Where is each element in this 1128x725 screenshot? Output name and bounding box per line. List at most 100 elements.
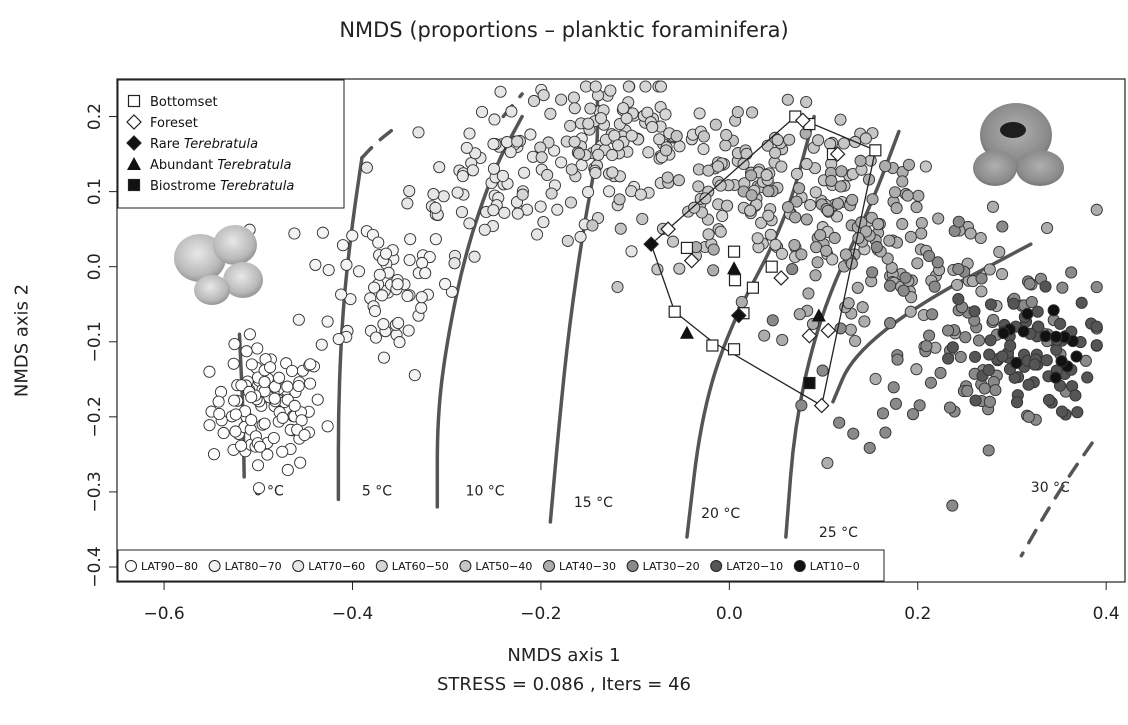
data-point <box>500 136 514 149</box>
data-point <box>468 250 481 263</box>
data-point <box>913 399 926 412</box>
x-tick-label: 0.2 <box>904 604 931 624</box>
data-point <box>946 341 959 354</box>
data-point <box>842 297 855 310</box>
data-point <box>762 185 775 198</box>
data-point <box>653 133 666 146</box>
data-point <box>634 188 647 201</box>
data-point <box>890 202 903 215</box>
data-point <box>309 258 322 271</box>
data-point <box>735 295 748 308</box>
data-point <box>498 206 511 219</box>
data-point <box>1090 320 1103 333</box>
data-point <box>828 231 841 245</box>
data-point <box>731 105 744 119</box>
rare-terebratula-point <box>730 307 747 324</box>
x-tick-label: 0.4 <box>1093 604 1120 624</box>
data-point <box>745 169 758 182</box>
data-point <box>456 170 469 183</box>
data-point <box>487 162 500 175</box>
x-tick-label: −0.2 <box>520 604 561 624</box>
data-point <box>518 166 531 179</box>
data-point <box>311 393 324 406</box>
data-point <box>340 258 353 271</box>
legend-marker <box>125 560 137 572</box>
data-point <box>415 291 428 304</box>
bottomset-point <box>746 281 759 294</box>
data-point <box>902 158 915 171</box>
data-point <box>373 268 386 281</box>
data-point <box>251 342 264 355</box>
data-point <box>826 253 839 266</box>
data-point <box>402 324 415 337</box>
y-tick-label: −0.2 <box>85 396 105 437</box>
data-point <box>951 278 964 291</box>
data-point <box>268 392 281 405</box>
data-point <box>1039 330 1052 343</box>
data-point <box>437 190 450 203</box>
legend-symbol <box>126 135 142 151</box>
data-point <box>393 336 406 349</box>
data-point <box>258 417 271 430</box>
data-point <box>496 169 509 182</box>
data-point <box>276 411 289 424</box>
data-point <box>858 315 871 328</box>
data-point <box>989 384 1002 397</box>
data-point <box>281 380 294 393</box>
data-point <box>611 280 624 294</box>
data-point <box>261 448 274 461</box>
data-point <box>245 358 258 371</box>
data-point <box>910 363 923 376</box>
data-point <box>883 279 897 292</box>
data-point <box>781 93 794 106</box>
data-point <box>946 499 959 512</box>
data-point <box>969 350 982 363</box>
data-point <box>910 201 923 214</box>
data-point <box>804 198 817 212</box>
data-point <box>322 263 335 277</box>
data-point <box>213 407 226 420</box>
data-point <box>1023 277 1036 290</box>
data-point <box>978 382 991 395</box>
data-point <box>534 200 547 213</box>
data-point <box>846 193 859 206</box>
fossil-samples <box>643 110 882 414</box>
isotherm-lines: 0 °C 5 °C 10 °C15 °C20 °C25 °C30 °C <box>237 92 1094 558</box>
data-point <box>463 127 476 140</box>
data-point <box>276 445 289 458</box>
data-point <box>252 482 266 495</box>
data-point <box>996 220 1009 233</box>
data-point <box>1032 320 1045 333</box>
data-point <box>455 206 469 219</box>
data-point <box>821 204 835 217</box>
data-point <box>972 334 986 347</box>
data-point <box>524 128 537 141</box>
data-point <box>666 235 680 248</box>
legend-symbol <box>127 178 141 192</box>
bottomset-point <box>668 305 681 318</box>
isotherm-line <box>360 126 397 160</box>
data-point <box>1041 221 1054 235</box>
data-point <box>896 175 909 188</box>
data-point <box>267 431 280 445</box>
data-point <box>961 384 974 397</box>
data-point <box>415 301 428 314</box>
latitude-legend: LAT90−80 LAT80−70 LAT70−60 LAT60−50 LAT50−40… <box>117 549 885 582</box>
data-point <box>281 463 294 477</box>
data-point <box>928 280 941 293</box>
data-point <box>567 91 580 104</box>
data-point <box>551 203 564 216</box>
scatter-points <box>203 80 1103 512</box>
data-point <box>912 189 925 202</box>
data-point <box>1056 281 1069 294</box>
legend-label: Foreset <box>150 116 198 131</box>
x-tick-label: −0.6 <box>143 604 184 624</box>
data-point <box>697 142 710 156</box>
data-point <box>544 107 557 120</box>
data-point <box>606 166 619 179</box>
data-point <box>227 357 240 370</box>
data-point <box>545 187 558 200</box>
data-point <box>1007 297 1020 310</box>
data-point <box>926 308 939 321</box>
data-point <box>1010 396 1024 409</box>
